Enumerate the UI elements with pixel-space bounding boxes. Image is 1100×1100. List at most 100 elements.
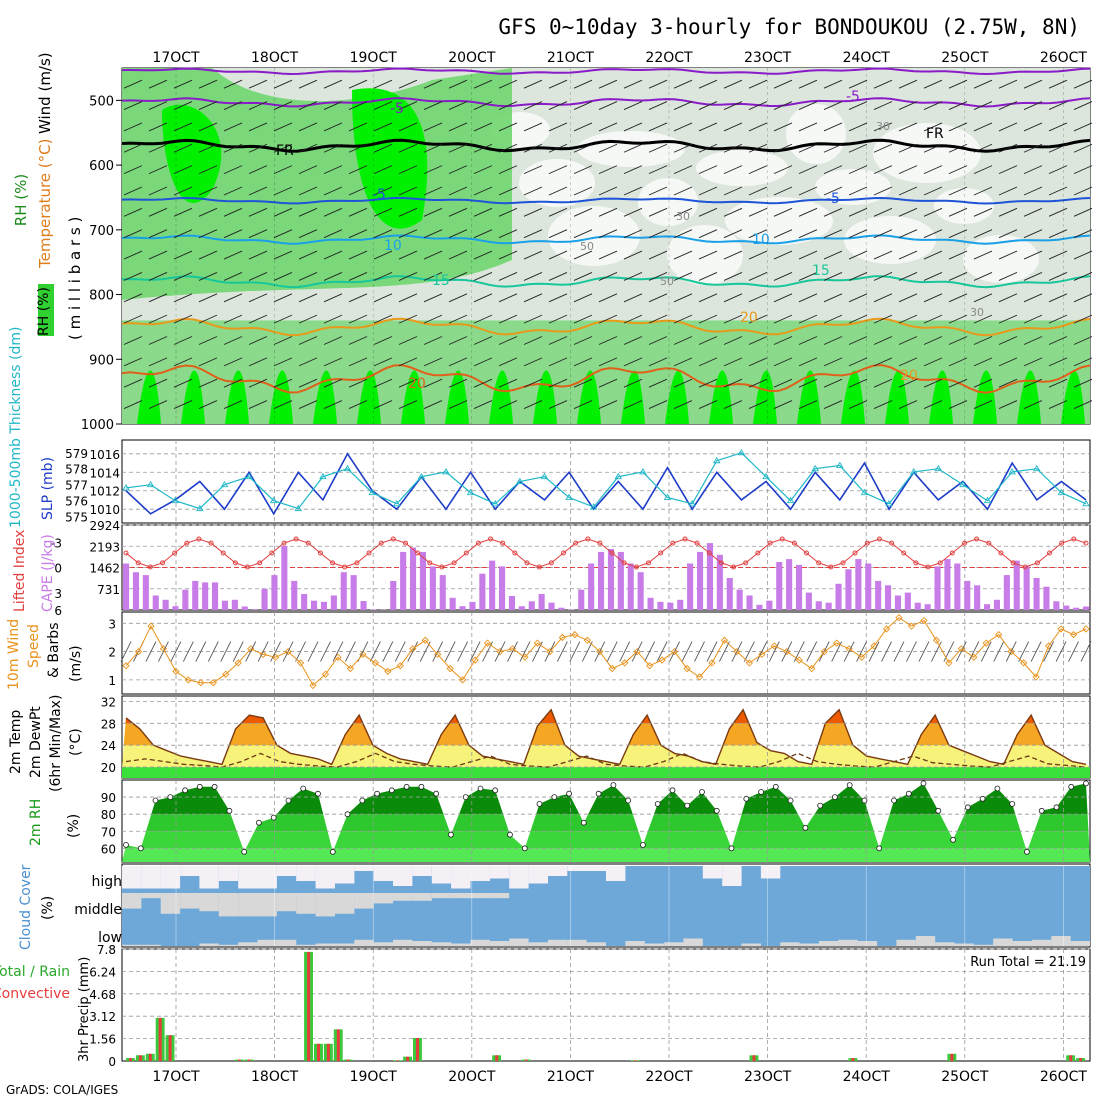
cloud-low-cell [315, 943, 335, 946]
wind-barb [923, 378, 943, 388]
rh-point [817, 802, 824, 809]
wind-barb [623, 101, 643, 110]
thickness-point [1008, 468, 1016, 475]
wind-barb [273, 165, 293, 175]
wind-barb [1023, 314, 1043, 324]
wind-barb [448, 207, 468, 217]
cape-bar [410, 547, 417, 610]
wind-point [346, 664, 355, 673]
upper-side-labels: RH (%) Temperature (°C) Wind (m/s) ( m i… [36, 52, 84, 340]
wind-barb [898, 229, 918, 239]
thickness-label: 1000-500mb Thickness (dm) [8, 327, 24, 528]
precip-bar-convective [851, 1058, 855, 1061]
cloud-cell [722, 866, 742, 886]
wind-barb [773, 101, 793, 110]
wind-barb [198, 314, 218, 324]
wind-barb [848, 79, 868, 89]
wind-barb [223, 79, 243, 89]
li-point [463, 550, 469, 556]
wind-barb [573, 378, 593, 388]
surface-wind-barb [719, 641, 730, 662]
wind-barb [173, 400, 193, 409]
wind-barb [773, 207, 793, 217]
cape-bar [885, 585, 892, 610]
slp-line [125, 452, 1087, 516]
li-point [743, 560, 749, 566]
wind-barb [148, 400, 168, 409]
rh-point [699, 789, 705, 795]
wind-barb [548, 79, 568, 89]
cape-bar [558, 607, 565, 610]
wind-barb [173, 250, 193, 260]
wind-barb [398, 165, 418, 175]
rh-bright-column [709, 370, 733, 424]
wind-point [658, 656, 666, 664]
wind-barb [923, 314, 943, 324]
thickness-point [122, 484, 130, 491]
wind-barb [223, 250, 243, 260]
precip-bar-convective [406, 1056, 410, 1061]
wind-barb [973, 400, 993, 409]
wind-barb [623, 143, 643, 153]
rh-band-light [122, 848, 1090, 862]
wind-barb [1023, 122, 1043, 132]
chart-title: GFS 0~10day 3-hourly for BONDOUKOU (2.75… [498, 15, 1080, 39]
cloud-label: Cloud Cover [18, 864, 34, 950]
li-point [390, 536, 396, 542]
wind-speed-series [120, 614, 1092, 690]
rh-dry-patch [963, 235, 1039, 283]
pressure-tick-label: 700 [89, 224, 114, 239]
wind-barb [473, 186, 493, 196]
wind-barb [998, 250, 1018, 260]
wind-barb [498, 293, 518, 303]
contour-label: 20 [740, 310, 758, 326]
li-tick-label: 3 [54, 587, 62, 601]
wind-barb [548, 272, 568, 281]
li-point [597, 540, 603, 546]
cape-bar [172, 606, 179, 610]
wind-barb [1048, 357, 1068, 367]
wind-barb [773, 314, 793, 324]
bottom-tick-label: 23OCT [744, 1069, 792, 1085]
surface-wind-barb [856, 641, 867, 662]
cape-bar [152, 595, 159, 610]
cloud-low-cell [489, 941, 510, 946]
li-point [1047, 550, 1052, 556]
wind-barb [998, 229, 1018, 239]
cape-bar [934, 566, 941, 610]
li-point [718, 560, 724, 566]
wind-barb [548, 101, 568, 110]
wind-barb [623, 122, 643, 132]
cape-bars [123, 543, 1090, 610]
wind-barb [423, 357, 443, 367]
wind-barb [773, 378, 793, 388]
surface-wind-barb [232, 641, 244, 662]
cloud-low-cell [1012, 941, 1032, 946]
cape-bar [1043, 586, 1050, 610]
wind-barb [148, 293, 168, 303]
li-point [160, 560, 165, 566]
wind-barb [623, 314, 643, 324]
cape-bar [261, 588, 268, 610]
wind-barb [398, 314, 418, 324]
wind-barb [423, 122, 443, 132]
wind-barb [123, 79, 143, 89]
top-tick-label: 19OCT [350, 50, 398, 66]
li-point [536, 564, 542, 570]
wind-tick-label: 2 [108, 646, 116, 660]
lifted-index-label: Lifted Index [12, 530, 28, 612]
wind-barb [148, 250, 168, 260]
wind-barb [973, 122, 993, 132]
rh-bright-column [1017, 370, 1041, 424]
cape-bar [588, 563, 595, 610]
wind-barb [1048, 165, 1068, 175]
li-point [123, 550, 129, 556]
top-tick-label: 22OCT [645, 50, 693, 66]
wind-barb [573, 165, 593, 175]
wind-barb [473, 378, 493, 388]
wind-barb [823, 165, 843, 175]
wind-barb [1048, 122, 1068, 132]
wind-barb [423, 186, 443, 196]
wind-barb [498, 378, 518, 388]
rh-bright-column [357, 370, 381, 424]
